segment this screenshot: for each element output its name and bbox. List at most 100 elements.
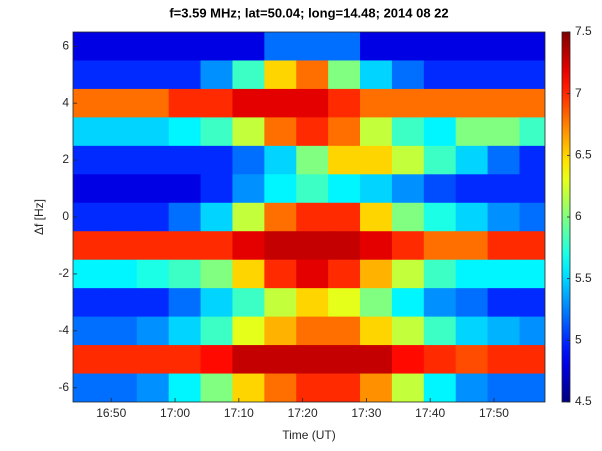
heatmap-cell <box>232 145 265 175</box>
heatmap-cell <box>360 231 393 261</box>
heatmap-cell <box>360 88 393 118</box>
heatmap-cell <box>423 231 457 261</box>
heatmap-cell <box>168 373 202 402</box>
heatmap-cell <box>168 60 202 90</box>
heatmap-cell <box>73 316 106 346</box>
heatmap-cell <box>519 231 545 261</box>
heatmap-cell <box>232 32 265 61</box>
heatmap-cell <box>487 88 520 118</box>
colorbar-tick-label: 6.5 <box>575 148 592 162</box>
heatmap-cell <box>73 174 106 204</box>
heatmap-cell <box>487 345 520 375</box>
heatmap-cell <box>487 60 520 90</box>
heatmap-cell <box>104 288 138 318</box>
heatmap-cell <box>455 117 489 147</box>
heatmap-cell <box>519 373 545 402</box>
heatmap-cell <box>136 345 170 375</box>
heatmap-cell <box>423 60 457 90</box>
heatmap-cell <box>264 373 297 402</box>
heatmap-cell <box>360 202 393 232</box>
heatmap-cell <box>200 174 233 204</box>
heatmap-cell <box>232 231 265 261</box>
heatmap-cell <box>264 117 297 147</box>
heatmap-cell <box>360 345 393 375</box>
heatmap-cell <box>328 117 361 147</box>
heatmap-cell <box>264 288 297 318</box>
heatmap-cell <box>487 288 520 318</box>
y-axis-label: Δf [Hz] <box>32 199 46 235</box>
heatmap-cell <box>296 288 329 318</box>
heatmap-cell <box>360 117 393 147</box>
heatmap-cell <box>455 316 489 346</box>
heatmap-cell <box>136 316 170 346</box>
heatmap-cell <box>487 117 520 147</box>
heatmap-cell <box>136 32 170 61</box>
heatmap-cell <box>200 316 233 346</box>
heatmap-cell <box>73 259 106 289</box>
heatmap-cell <box>423 145 457 175</box>
heatmap-cell <box>73 88 106 118</box>
heatmap-cell <box>200 345 233 375</box>
heatmap-cell <box>264 259 297 289</box>
y-tick-label: 2 <box>62 152 69 166</box>
heatmap-cell <box>168 117 202 147</box>
heatmap-cell <box>423 174 457 204</box>
heatmap-cell <box>423 288 457 318</box>
heatmap-cell <box>73 60 106 90</box>
heatmap-cell <box>264 32 297 61</box>
heatmap-cell <box>136 288 170 318</box>
colorbar-tick-label: 6 <box>575 209 582 223</box>
heatmap-cell <box>360 60 393 90</box>
heatmap-cell <box>487 174 520 204</box>
heatmap-cell <box>519 345 545 375</box>
heatmap-cell <box>296 316 329 346</box>
heatmap-cell <box>104 60 138 90</box>
heatmap-cell <box>200 202 233 232</box>
heatmap-cell <box>328 373 361 402</box>
heatmap-cell <box>360 32 393 61</box>
x-tick-label: 17:40 <box>415 406 445 420</box>
heatmap-cell <box>328 174 361 204</box>
heatmap-cell <box>73 288 106 318</box>
colorbar-tick-label: 5 <box>575 333 582 347</box>
heatmap-cell <box>296 174 329 204</box>
colorbar-tick-label: 4.5 <box>575 394 592 408</box>
heatmap-cell <box>200 32 233 61</box>
heatmap-cell <box>423 345 457 375</box>
heatmap-cell <box>328 145 361 175</box>
heatmap-cell <box>296 373 329 402</box>
heatmap-cell <box>136 202 170 232</box>
heatmap-cell <box>423 117 457 147</box>
heatmap-cell <box>519 117 545 147</box>
heatmap-cell <box>519 316 545 346</box>
y-tick-label: 6 <box>62 38 69 52</box>
heatmap-cell <box>487 32 520 61</box>
heatmap-cell <box>519 32 545 61</box>
heatmap-cell <box>455 345 489 375</box>
heatmap-cell <box>519 174 545 204</box>
heatmap-cell <box>104 345 138 375</box>
heatmap-cell <box>296 117 329 147</box>
x-axis-label: Time (UT) <box>282 428 336 442</box>
heatmap-cell <box>519 145 545 175</box>
heatmap-cell <box>232 202 265 232</box>
heatmap-cell <box>104 202 138 232</box>
colorbar-tick-label: 5.5 <box>575 271 592 285</box>
heatmap-cell <box>328 32 361 61</box>
colorbar-tick-label: 7 <box>575 86 582 100</box>
heatmap-cell <box>136 174 170 204</box>
heatmap-cell <box>487 202 520 232</box>
heatmap-cell <box>328 259 361 289</box>
heatmap-cell <box>296 345 329 375</box>
heatmap-cell <box>423 259 457 289</box>
heatmap-cell <box>423 373 457 402</box>
heatmap-cell <box>423 88 457 118</box>
heatmap-cell <box>73 202 106 232</box>
heatmap-cell <box>360 373 393 402</box>
heatmap-cell <box>136 231 170 261</box>
heatmap-cell <box>391 345 425 375</box>
heatmap-cell <box>391 32 425 61</box>
heatmap-cell <box>328 288 361 318</box>
heatmap-cell <box>136 373 170 402</box>
heatmap-cell <box>264 174 297 204</box>
